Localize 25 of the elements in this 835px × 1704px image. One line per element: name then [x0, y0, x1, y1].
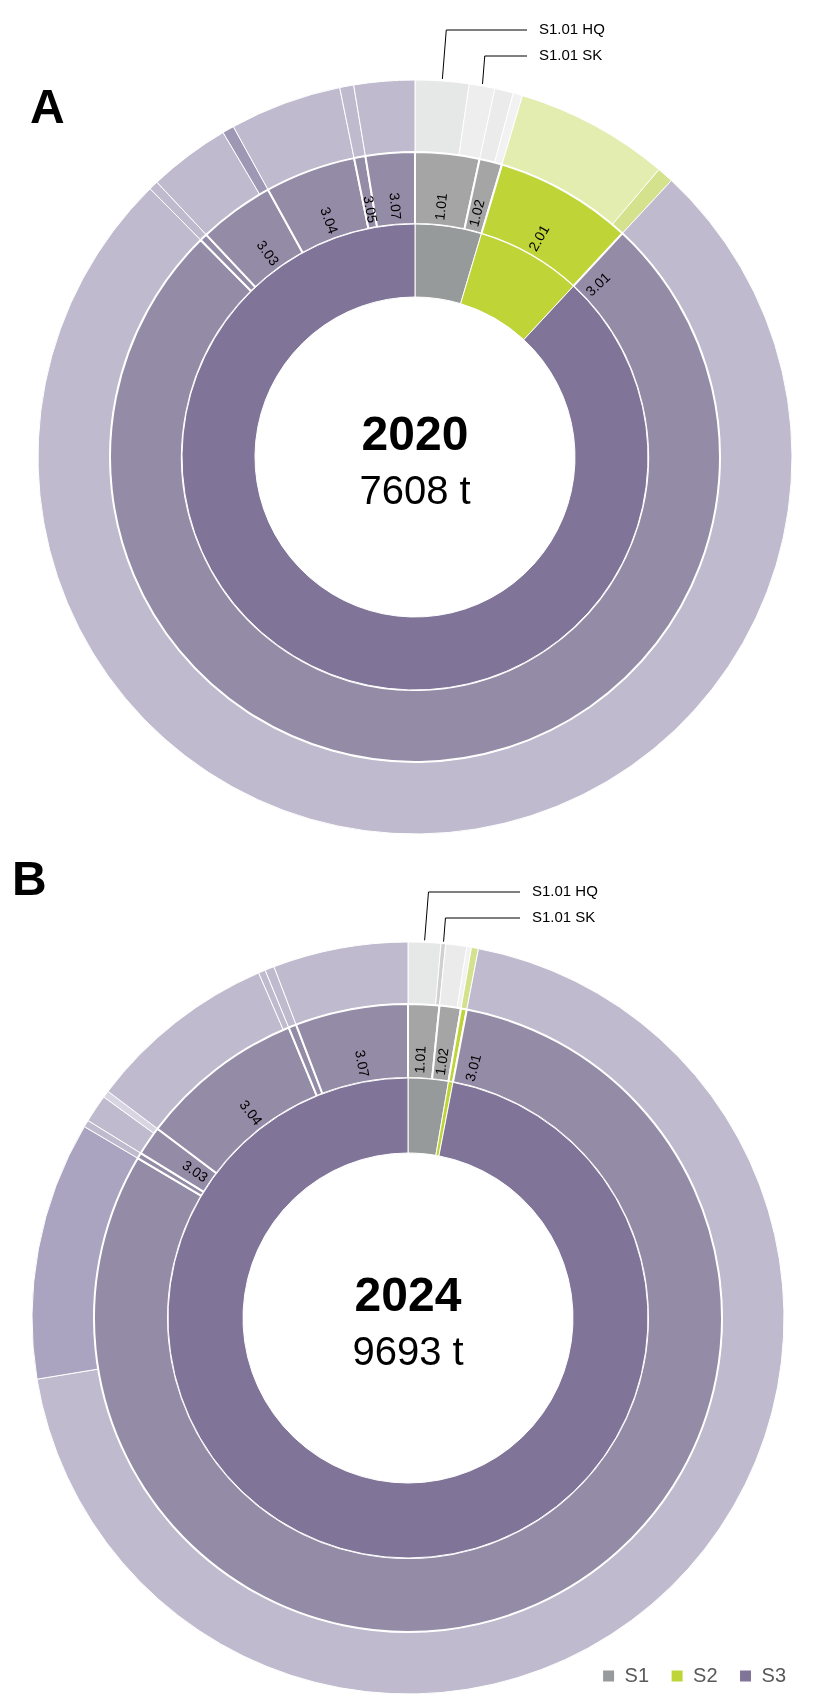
slice-label: 1.01	[431, 192, 451, 222]
text: 2024	[354, 1268, 462, 1322]
legend-label: S3	[761, 1663, 787, 1686]
slice-label: 3.01	[582, 268, 614, 300]
text: B	[12, 852, 47, 906]
slice-label: 3.04	[317, 204, 342, 237]
slice-label: 3.05	[360, 194, 381, 225]
text: 7608 t	[359, 468, 471, 513]
slice-label: S1.01 HQ	[539, 20, 605, 38]
slice-label: 1.01	[411, 1045, 429, 1074]
slice-label: 3.03	[179, 1156, 212, 1186]
slice-label: S1.01 SK	[532, 908, 596, 926]
legend-label: S2	[693, 1663, 718, 1686]
slice-label: 2.01	[524, 221, 553, 254]
text: 9693 t	[352, 1329, 464, 1374]
slice-label: 1.02	[465, 197, 488, 229]
slice-label: 3.01	[461, 1052, 485, 1083]
text: 2020	[361, 407, 469, 461]
slice-label: S1.01 SK	[539, 46, 603, 64]
slice-label: 3.07	[386, 191, 405, 221]
text: A	[30, 80, 65, 134]
legend-label: S1	[624, 1663, 650, 1686]
slice-label: 1.02	[431, 1046, 452, 1077]
slice-label: S1.01 HQ	[532, 882, 598, 900]
slice-label: 3.07	[351, 1048, 373, 1079]
